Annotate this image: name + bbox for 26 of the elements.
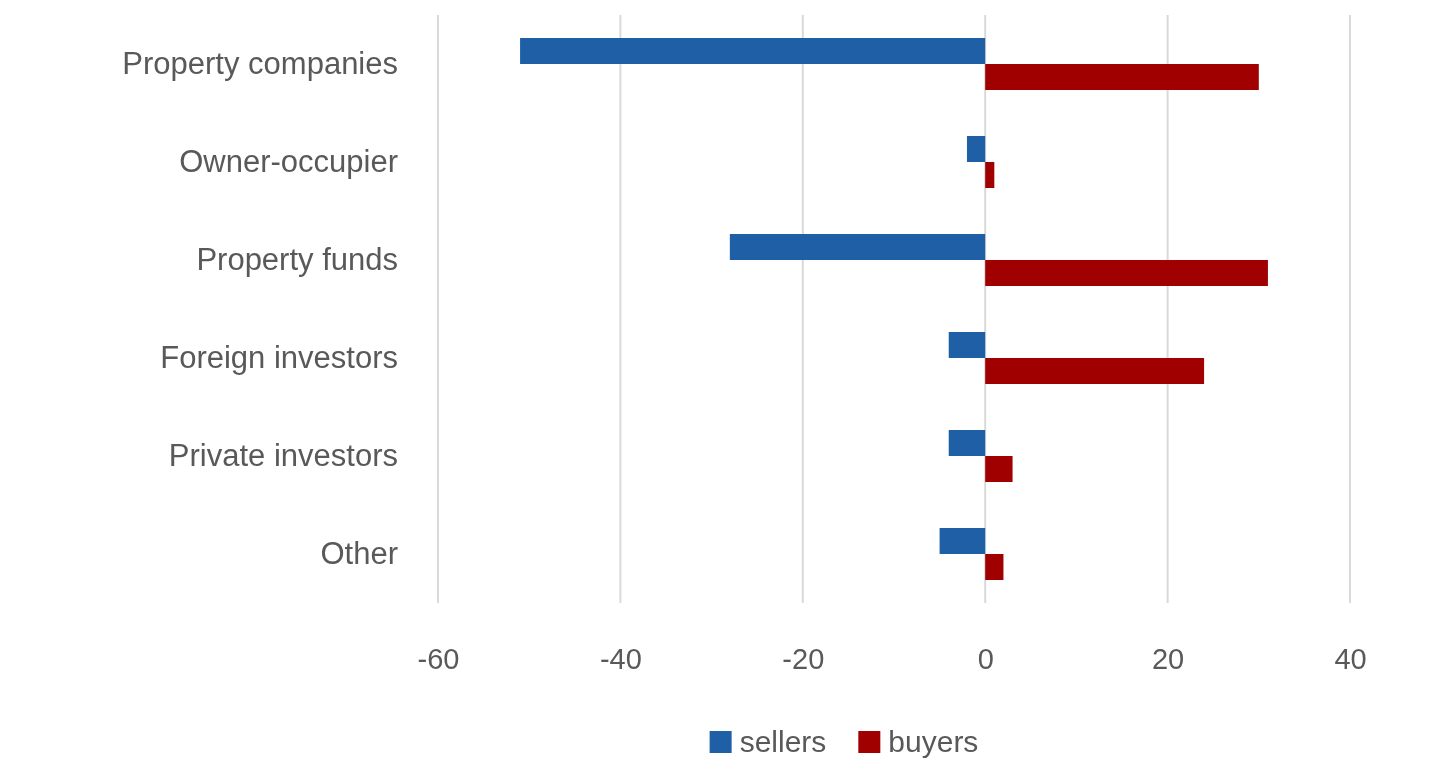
x-tick-label: -20 [782, 642, 825, 675]
bar [966, 136, 986, 162]
bar [985, 260, 1268, 286]
bar [948, 430, 986, 456]
bar [985, 162, 995, 188]
y-tick-label: Private investors [168, 437, 398, 473]
legend-label: sellers [739, 725, 827, 758]
x-tick-label: 40 [1334, 642, 1367, 675]
legend-label: buyers [888, 725, 979, 758]
y-tick-label: Owner-occupier [179, 143, 398, 179]
bar [985, 358, 1205, 384]
bar [939, 528, 986, 554]
bar [985, 554, 1004, 580]
bar [729, 234, 986, 260]
bar [985, 456, 1013, 482]
bar [948, 332, 986, 358]
y-tick-label: Property funds [196, 241, 398, 277]
x-tick-label: 0 [977, 642, 994, 675]
x-tick-label: -40 [599, 642, 642, 675]
y-tick-label: Property companies [122, 45, 398, 81]
x-tick-label: -60 [417, 642, 460, 675]
y-tick-label: Other [320, 535, 398, 571]
bar [985, 64, 1259, 90]
x-tick-label: 20 [1151, 642, 1185, 675]
y-tick-label: Foreign investors [160, 339, 398, 375]
bar [520, 38, 986, 64]
